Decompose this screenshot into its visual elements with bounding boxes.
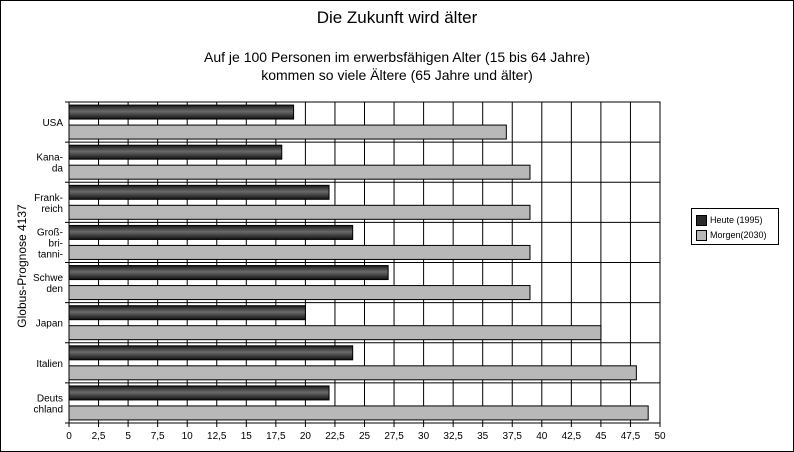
bar-heute <box>68 184 330 200</box>
x-tick-label: 17,5 <box>266 431 286 442</box>
bar-heute <box>68 104 295 120</box>
x-tick-label: 10 <box>182 431 194 442</box>
x-tick-label: 12,5 <box>207 431 227 442</box>
bar-morgen <box>68 164 531 180</box>
category-label: USA <box>42 118 63 129</box>
bar-morgen <box>68 325 602 341</box>
bar-morgen <box>68 244 531 260</box>
bar-heute <box>68 305 306 321</box>
category-label: Schwe den <box>33 273 63 295</box>
bar-heute <box>68 265 389 281</box>
bar-heute <box>68 144 283 160</box>
bar-morgen <box>68 124 507 140</box>
legend: Heute (1995) Morgen(2030) <box>691 208 779 245</box>
bar-morgen <box>68 365 637 381</box>
x-tick-label: 50 <box>654 431 666 442</box>
legend-item-morgen: Morgen(2030) <box>696 229 767 241</box>
x-tick-label: 35 <box>477 431 489 442</box>
x-tick-label: 0 <box>66 431 72 442</box>
category-label: Japan <box>36 319 63 330</box>
plot-border <box>68 101 661 424</box>
x-tick-label: 2,5 <box>92 431 106 442</box>
x-tick-label: 30 <box>418 431 430 442</box>
bar-morgen <box>68 204 531 220</box>
x-tick-label: 32,5 <box>443 431 463 442</box>
category-label: Frank-reich <box>34 193 63 215</box>
legend-item-heute: Heute (1995) <box>696 214 763 226</box>
category-label: Deuts chland <box>34 393 63 415</box>
category-label: Kana-da <box>36 153 63 175</box>
legend-swatch-heute <box>696 214 707 226</box>
x-tick-label: 5 <box>125 431 131 442</box>
subtitle-line-1: Auf je 100 Personen im erwerbsfähigen Al… <box>204 49 590 65</box>
x-tick-label: 15 <box>241 431 253 442</box>
category-label: Italien <box>36 359 63 370</box>
legend-label-morgen: Morgen(2030) <box>710 230 767 240</box>
legend-label-heute: Heute (1995) <box>710 215 763 225</box>
x-tick-label: 47,5 <box>621 431 641 442</box>
subtitle-line-2: kommen so viele Ältere (65 Jahre und ält… <box>261 67 533 83</box>
bar-heute <box>68 224 354 240</box>
bar-heute <box>68 385 330 401</box>
x-tick-label: 20 <box>300 431 312 442</box>
legend-swatch-morgen <box>696 229 707 241</box>
x-tick-label: 37,5 <box>503 431 523 442</box>
x-tick-label: 45 <box>595 431 607 442</box>
x-tick-label: 25 <box>359 431 371 442</box>
chart-subtitle: Auf je 100 Personen im erwerbsfähigen Al… <box>0 48 794 84</box>
bar-morgen <box>68 405 649 421</box>
bar-morgen <box>68 285 531 301</box>
chart-title: Die Zukunft wird älter <box>316 8 478 27</box>
x-tick-label: 22,5 <box>325 431 345 442</box>
x-tick-label: 7,5 <box>151 431 165 442</box>
bar-heute <box>68 345 354 361</box>
category-label: Groß-bri-tanni- <box>37 227 63 260</box>
x-tick-label: 27,5 <box>384 431 404 442</box>
x-tick-label: 42,5 <box>562 431 582 442</box>
x-tick-label: 40 <box>536 431 548 442</box>
